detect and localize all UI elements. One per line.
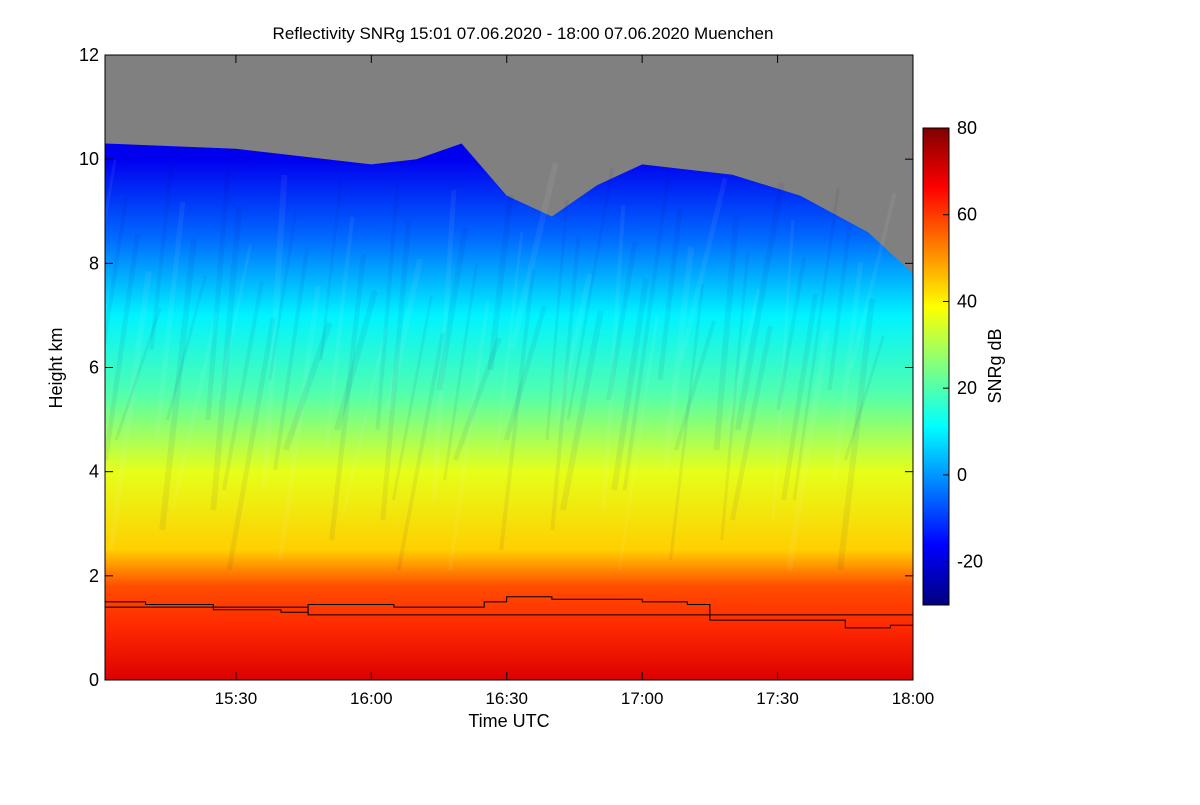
reflectivity-field <box>105 143 913 680</box>
colorbar-tick-label: 0 <box>957 465 967 485</box>
x-tick-label: 15:30 <box>215 689 258 708</box>
x-tick-label: 16:00 <box>350 689 393 708</box>
boundary-line-1 <box>105 606 913 616</box>
boundary-line-0 <box>105 596 913 629</box>
colorbar-label: SNRg dB <box>985 328 1005 403</box>
y-tick-label: 0 <box>89 670 99 690</box>
chart-title: Reflectivity SNRg 15:01 07.06.2020 - 18:… <box>273 24 774 43</box>
colorbar-tick-label: 20 <box>957 378 977 398</box>
y-tick-label: 12 <box>79 45 99 65</box>
x-axis-label: Time UTC <box>468 711 549 731</box>
y-tick-label: 4 <box>89 462 99 482</box>
x-tick-label: 17:00 <box>621 689 664 708</box>
plot-area <box>104 54 914 681</box>
colorbar-tick-label: 80 <box>957 118 977 138</box>
y-tick-label: 10 <box>79 149 99 169</box>
x-axis: 15:30 16:00 16:30 17:00 17:30 18:00 <box>215 55 935 708</box>
y-axis-label: Height km <box>46 327 66 408</box>
y-tick-label: 2 <box>89 566 99 586</box>
y-tick-label: 6 <box>89 358 99 378</box>
y-axis: 0 2 4 6 8 10 12 <box>79 45 913 690</box>
boundary-lines <box>105 596 913 629</box>
fall-streaks <box>105 159 897 571</box>
x-tick-label: 16:30 <box>485 689 528 708</box>
x-tick-label: 17:30 <box>756 689 799 708</box>
colorbar-tick-label: 60 <box>957 205 977 225</box>
colorbar-tick-label: -20 <box>957 552 983 572</box>
y-tick-label: 8 <box>89 253 99 273</box>
colorbar-tick-label: 40 <box>957 291 977 311</box>
colorbar-ticks: -20 0 20 40 60 80 <box>943 118 983 572</box>
x-tick-label: 18:00 <box>892 689 935 708</box>
colorbar: -20 0 20 40 60 80 SNRg dB <box>922 118 1005 606</box>
colorbar-gradient <box>922 127 950 606</box>
